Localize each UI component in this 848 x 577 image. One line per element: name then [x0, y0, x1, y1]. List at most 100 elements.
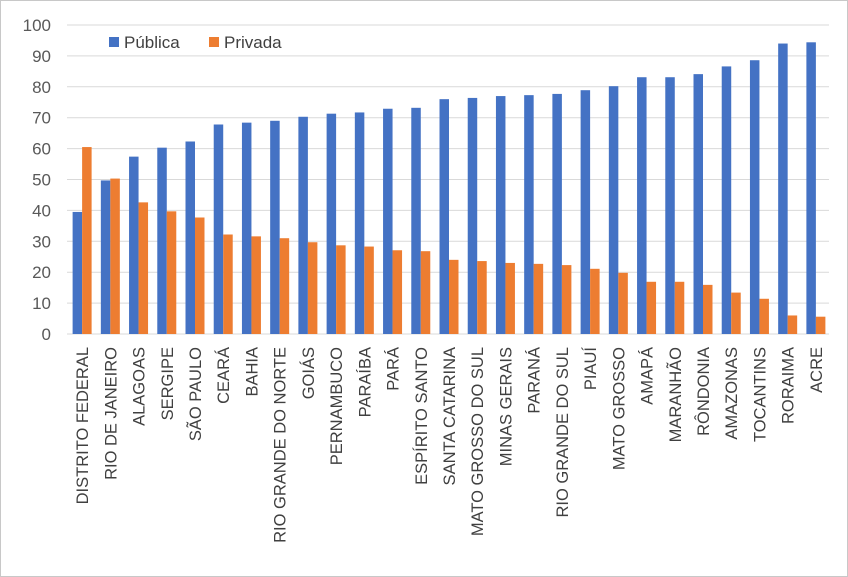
bar-publica	[439, 99, 449, 334]
x-category-label: TOCANTINS	[751, 347, 769, 442]
bar-privada	[674, 281, 685, 334]
x-category-label: PARANÁ	[525, 347, 544, 414]
bar-privada	[223, 234, 233, 334]
y-axis-ticks: 0 10 20 30 40 50 60 70 80 90 100	[23, 16, 51, 344]
bar-publica	[383, 108, 393, 334]
x-category-label: SANTA CATARINA	[441, 347, 459, 485]
bar-privada	[251, 236, 261, 334]
bar-privada	[195, 217, 205, 334]
x-category-label: MATO GROSSO DO SUL	[469, 347, 487, 536]
y-tick-label: 100	[23, 16, 51, 35]
bar-publica	[778, 43, 788, 334]
bar-privada	[787, 315, 798, 334]
x-category-label: BAHIA	[243, 347, 261, 397]
bar-privada	[815, 316, 826, 334]
x-category-label: MINAS GERAIS	[497, 347, 515, 466]
legend-label-privada: Privada	[224, 33, 282, 52]
y-tick-label: 60	[32, 140, 51, 159]
bar-privada	[110, 178, 120, 334]
bar-privada	[279, 238, 290, 334]
bar-privada	[731, 292, 741, 334]
bar-publica	[495, 96, 506, 334]
bar-privada	[533, 263, 544, 334]
bar-privada	[307, 242, 318, 334]
bar-publica	[213, 124, 224, 334]
x-category-label: AMAZONAS	[723, 347, 741, 440]
legend-swatch-publica	[109, 37, 119, 47]
bar-privada	[477, 261, 487, 334]
bar-publica	[298, 116, 308, 334]
bar-publica	[693, 74, 703, 335]
x-category-label: PARÁ	[384, 347, 403, 391]
y-tick-label: 40	[32, 201, 51, 220]
bar-publica	[665, 77, 675, 334]
x-category-label: ESPÍRITO SANTO	[412, 347, 431, 485]
y-tick-label: 70	[32, 109, 51, 128]
bar-publica	[608, 86, 619, 334]
bar-privada	[392, 250, 403, 334]
bar-publica	[580, 90, 591, 334]
x-category-label: RIO DE JANEIRO	[102, 347, 120, 480]
x-category-label: PARAÍBA	[355, 347, 374, 417]
bar-publica	[129, 156, 139, 334]
bar-publica	[467, 97, 478, 334]
bar-publica	[100, 180, 111, 334]
x-category-label: MARANHÃO	[665, 347, 685, 443]
bars	[72, 42, 826, 335]
bar-publica	[270, 120, 280, 334]
bar-privada	[449, 259, 459, 334]
x-category-label: RÔNDONIA	[694, 347, 713, 436]
x-category-label: DISTRITO FEDERAL	[74, 347, 92, 504]
bar-privada	[703, 284, 713, 334]
bar-publica	[326, 113, 337, 334]
legend-label-publica: Pública	[124, 33, 180, 52]
x-axis-category-labels: DISTRITO FEDERAL RIO DE JANEIRO ALAGOAS SER…	[74, 347, 826, 543]
x-category-label: ACRE	[808, 347, 826, 393]
x-category-label: SERGIPE	[159, 347, 177, 420]
y-tick-label: 10	[32, 294, 51, 313]
y-tick-label: 80	[32, 78, 51, 97]
y-tick-label: 20	[32, 263, 51, 282]
bar-privada	[561, 265, 572, 334]
x-category-label: PERNAMBUCO	[328, 347, 346, 465]
bar-privada	[618, 272, 628, 334]
bar-publica	[72, 211, 83, 334]
x-category-label: RIO GRANDE DO SUL	[554, 347, 572, 518]
x-category-label: MATO GROSSO	[610, 347, 628, 470]
bar-publica	[749, 60, 760, 334]
x-category-label: ALAGOAS	[131, 347, 149, 426]
bar-publica	[552, 93, 562, 334]
bar-privada	[138, 202, 149, 334]
bar-privada	[336, 245, 346, 334]
bar-privada	[505, 262, 515, 334]
bar-privada	[166, 211, 177, 334]
y-tick-label: 0	[42, 325, 51, 344]
bar-publica	[185, 141, 195, 334]
bar-privada	[646, 281, 657, 334]
x-category-label: SÃO PAULO	[185, 347, 205, 441]
bar-publica	[721, 66, 732, 334]
y-tick-label: 30	[32, 232, 51, 251]
bar-publica	[806, 42, 816, 334]
bar-publica	[241, 122, 252, 334]
bar-privada	[82, 147, 92, 334]
bar-publica	[157, 147, 167, 334]
x-category-label: AMAPÁ	[638, 347, 657, 405]
bar-privada	[590, 268, 600, 334]
bar-privada	[759, 298, 769, 334]
legend: Pública Privada	[109, 33, 282, 52]
bar-publica	[524, 95, 534, 334]
x-category-label: CEARÁ	[214, 347, 233, 404]
x-category-label: GOIÁS	[299, 347, 318, 399]
y-tick-label: 50	[32, 171, 51, 190]
x-category-label: PIAUÍ	[581, 347, 600, 391]
bar-privada	[420, 251, 431, 334]
bar-publica	[411, 107, 421, 334]
bar-privada	[364, 246, 374, 334]
y-tick-label: 90	[32, 47, 51, 66]
bar-publica	[637, 77, 647, 334]
x-category-label: RORAIMA	[780, 347, 798, 424]
x-category-label: RIO GRANDE DO NORTE	[272, 347, 290, 543]
